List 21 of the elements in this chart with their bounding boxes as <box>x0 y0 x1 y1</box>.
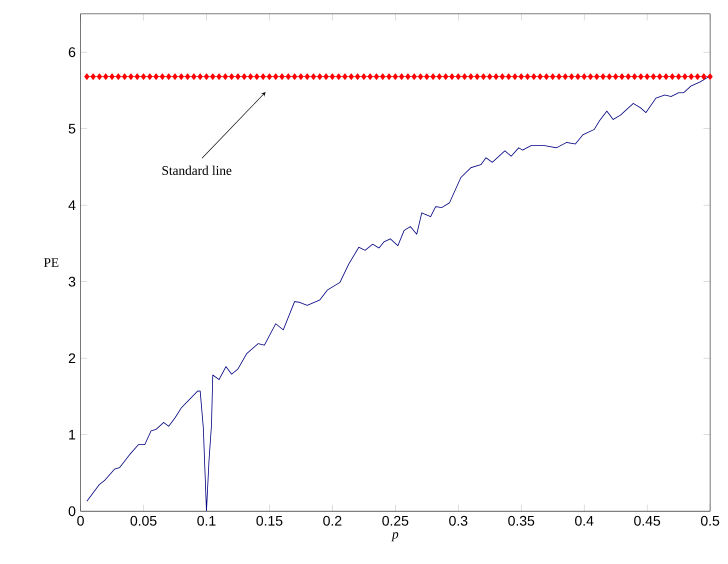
x-tick-label: 0.5 <box>700 516 720 526</box>
x-tick-label: 0.2 <box>323 516 342 526</box>
y-axis-title: PE <box>44 258 58 267</box>
x-tick-label: 0.15 <box>256 516 282 526</box>
x-tick-label: 0.25 <box>382 516 408 526</box>
y-tick-label: 0 <box>68 506 76 516</box>
y-tick-label: 3 <box>68 276 76 287</box>
x-tick-label: 0.45 <box>634 516 660 526</box>
x-axis-title: p <box>391 532 398 542</box>
y-tick-label: 4 <box>68 200 76 210</box>
x-tick-label: 0.4 <box>575 516 594 526</box>
x-tick-label: 0.3 <box>449 516 468 526</box>
x-tick-label: 0.1 <box>197 516 216 526</box>
x-tick-label: 0.05 <box>130 516 156 526</box>
x-tick-label: 0 <box>77 516 84 526</box>
annotation: Standard line <box>162 166 232 175</box>
y-tick-label: 1 <box>69 430 76 440</box>
y-tick-label: 6 <box>68 47 76 58</box>
y-tick-label: 2 <box>68 353 76 364</box>
x-tick-label: 0.35 <box>508 516 534 526</box>
y-tick-label: 5 <box>68 124 76 134</box>
